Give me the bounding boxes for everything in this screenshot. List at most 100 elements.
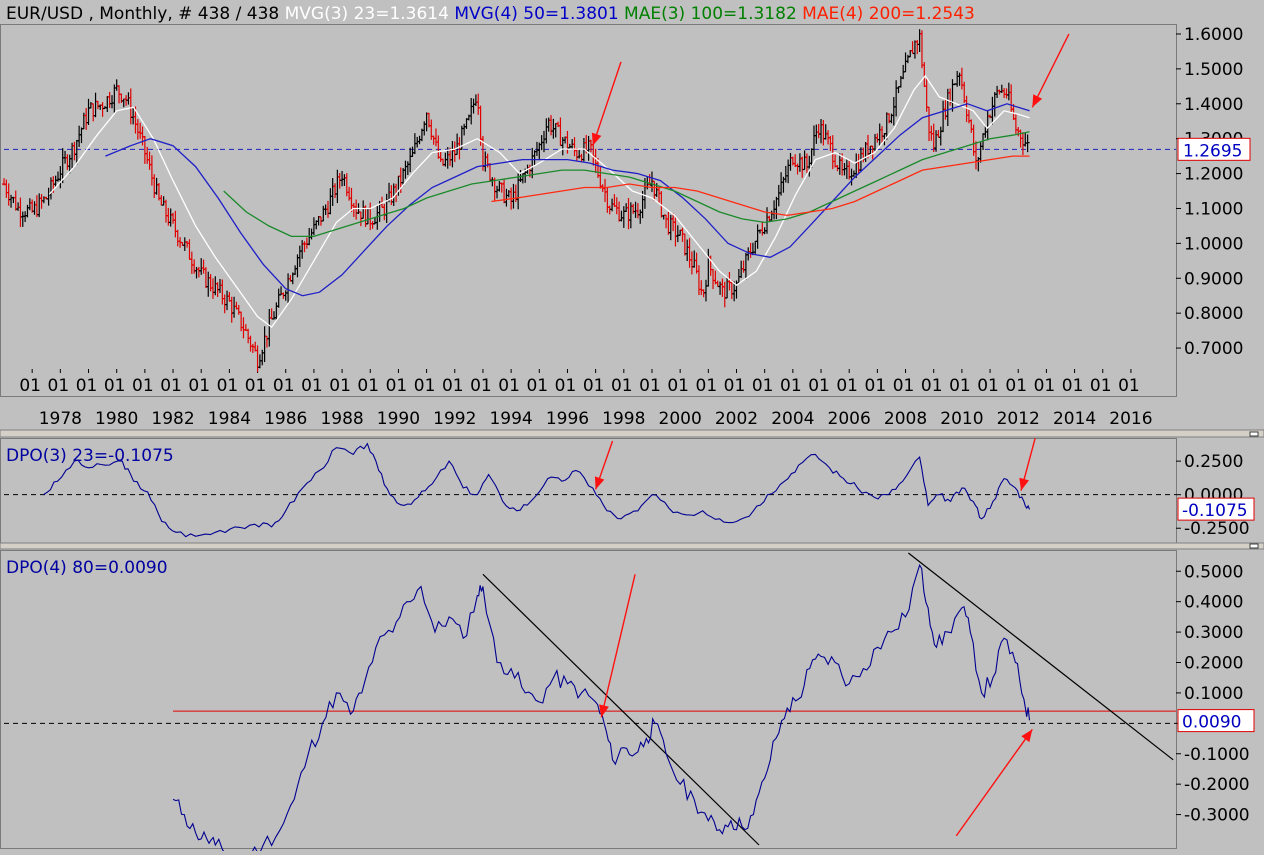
annotation-arrowhead	[1021, 729, 1033, 743]
annotation-arrowhead	[599, 704, 609, 718]
y-tick-label: 0.9000	[1184, 269, 1243, 289]
x-year-label: 1986	[264, 409, 307, 429]
series-line-mae-4-200	[491, 155, 1030, 217]
dpo4-title: DPO(4) 80=0.0090	[6, 558, 168, 578]
x-month-label: 01	[977, 376, 999, 396]
last-value-box	[1177, 709, 1255, 733]
series-line-mvg-3-23	[48, 74, 1030, 329]
x-year-label: 1988	[320, 409, 363, 429]
x-month-label: 01	[526, 376, 548, 396]
x-month-label: 01	[19, 376, 41, 396]
x-month-label: 01	[357, 376, 379, 396]
x-month-label: 01	[893, 376, 915, 396]
x-month-label: 01	[48, 376, 70, 396]
dpo-line	[172, 563, 1031, 855]
x-year-label: 1984	[208, 409, 251, 429]
x-month-label: 01	[611, 376, 633, 396]
x-month-label: 01	[188, 376, 210, 396]
annotation-arrowhead	[1032, 94, 1043, 108]
series-line-mvg-4-50	[105, 103, 1030, 297]
dpo-line	[43, 442, 1031, 538]
x-month-label: 01	[780, 376, 802, 396]
price-plot: 1.2695	[2, 29, 1251, 373]
dpo3-panel-frame	[0, 438, 1177, 546]
y-tick-label: 0.3000	[1184, 623, 1243, 643]
last-value-label: 1.2695	[1183, 141, 1242, 161]
y-tick-label: 0.1000	[1184, 684, 1243, 704]
trend-line	[482, 573, 760, 846]
price-panel-frame	[0, 24, 1177, 397]
x-year-label: 2008	[884, 409, 927, 429]
x-month-label: 01	[386, 376, 408, 396]
x-month-label: 01	[245, 376, 267, 396]
x-month-label: 01	[583, 376, 605, 396]
y-tick-label: 0.5000	[1184, 562, 1243, 582]
y-tick-label: -0.2000	[1184, 775, 1250, 795]
annotation-arrow	[592, 61, 622, 146]
last-value-box	[1177, 137, 1251, 161]
title-part: MAE(4) 200=1.2543	[797, 4, 975, 24]
y-tick-label: 1.1000	[1184, 199, 1243, 219]
y-tick-label: -0.2500	[1184, 519, 1250, 539]
x-month-label: 01	[273, 376, 295, 396]
y-tick-label: -0.1000	[1184, 745, 1250, 765]
x-year-label: 2010	[940, 409, 983, 429]
trend-line	[907, 552, 1174, 761]
x-year-label: 1980	[95, 409, 138, 429]
last-value-label: 0.0090	[1182, 713, 1241, 733]
y-tick-label: 1.0000	[1184, 234, 1243, 254]
x-month-label: 01	[696, 376, 718, 396]
y-tick-label: 1.2000	[1184, 165, 1243, 185]
x-month-label: 01	[160, 376, 182, 396]
x-year-label: 1994	[489, 409, 532, 429]
panel-splitter	[0, 542, 1264, 550]
x-month-label: 01	[921, 376, 943, 396]
x-month-label: 01	[724, 376, 746, 396]
title-part: MVG(4) 50=1.3801	[449, 4, 619, 24]
x-year-label: 2006	[828, 409, 871, 429]
x-month-label: 01	[1090, 376, 1112, 396]
y-tick-label: 1.4000	[1184, 95, 1243, 115]
x-month-label: 01	[555, 376, 577, 396]
x-month-label: 01	[217, 376, 239, 396]
x-month-label: 01	[808, 376, 830, 396]
annotation-arrow	[955, 729, 1033, 837]
last-value-box	[1177, 497, 1255, 521]
y-tick-label: -0.3000	[1184, 806, 1250, 826]
x-month-label: 01	[1062, 376, 1084, 396]
x-month-label: 01	[865, 376, 887, 396]
x-year-label: 2000	[659, 409, 702, 429]
x-month-label: 01	[104, 376, 126, 396]
x-month-label: 01	[836, 376, 858, 396]
annotation-arrowhead	[594, 476, 605, 490]
dpo3-title: DPO(3) 23=-0.1075	[6, 446, 174, 466]
annotation-arrow	[600, 574, 636, 718]
annotation-arrow	[1031, 33, 1070, 108]
panel-maximize-icon	[1249, 431, 1259, 437]
y-tick-label: 1.6000	[1184, 25, 1243, 45]
x-month-label: 01	[414, 376, 436, 396]
x-month-label: 01	[442, 376, 464, 396]
x-year-label: 2016	[1109, 409, 1152, 429]
x-year-label: 1978	[39, 409, 82, 429]
annotation-arrowhead	[591, 132, 602, 146]
dpo3-plot: -0.1075	[4, 438, 1255, 538]
title-part: MVG(3) 23=1.3614	[279, 4, 449, 24]
chart-title: EUR/USD , Monthly, # 438 / 438 MVG(3) 23…	[6, 4, 975, 24]
x-year-label: 2002	[715, 409, 758, 429]
series-line-mae-3-100	[223, 131, 1030, 238]
annotation-arrowhead	[1019, 477, 1029, 491]
panel-splitter	[0, 429, 1264, 438]
x-month-label: 01	[1118, 376, 1140, 396]
panel-maximize-icon	[1249, 543, 1259, 549]
x-month-label: 01	[329, 376, 351, 396]
x-year-label: 1982	[151, 409, 194, 429]
x-year-label: 1996	[546, 409, 589, 429]
dpo4-panel-frame	[0, 550, 1177, 849]
x-month-label: 01	[667, 376, 689, 396]
x-month-label: 01	[1005, 376, 1027, 396]
x-month-label: 01	[949, 376, 971, 396]
y-tick-label: 0.8000	[1184, 304, 1243, 324]
